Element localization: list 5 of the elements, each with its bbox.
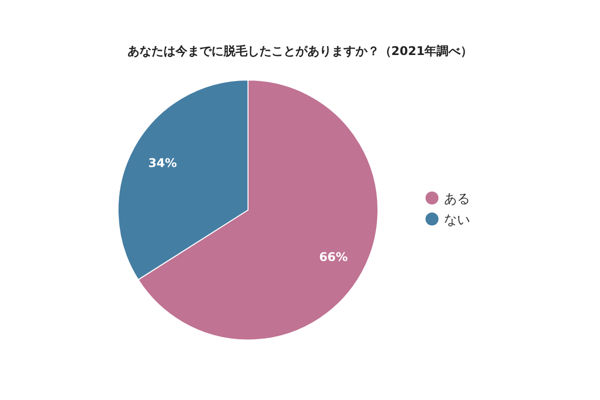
chart-title: あなたは今までに脱毛したことがありますか？（2021年調べ） <box>127 44 473 58</box>
data-label: 34% <box>148 156 177 170</box>
legend-label: ある <box>444 192 470 207</box>
data-label: 66% <box>319 250 348 264</box>
legend-label: ない <box>444 213 470 228</box>
